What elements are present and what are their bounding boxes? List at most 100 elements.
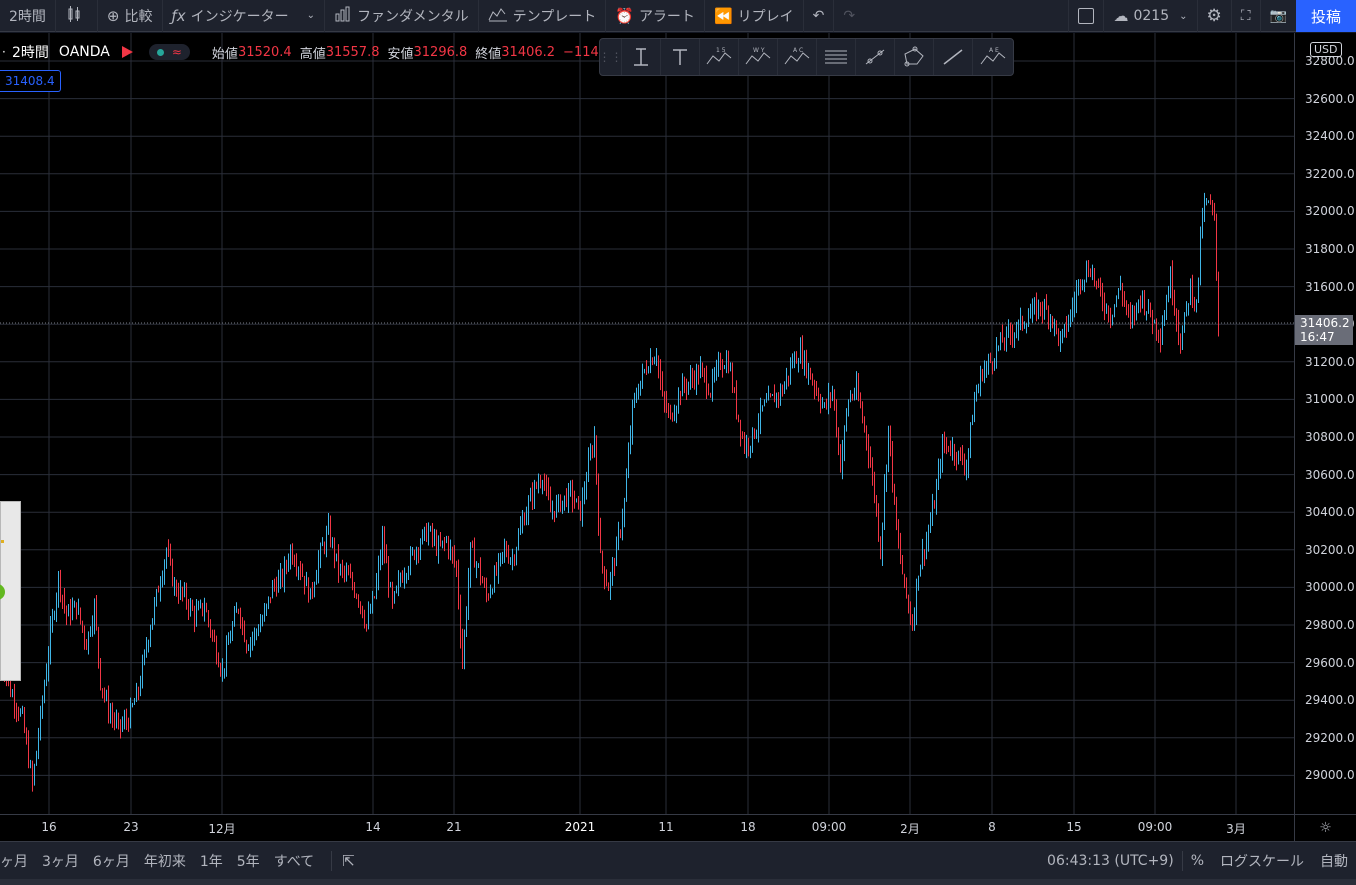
clock[interactable]: 06:43:13 (UTC+9)	[1047, 853, 1174, 869]
replay-button[interactable]: ⏪ リプレイ	[705, 0, 804, 32]
legend-source: OANDA	[58, 44, 110, 60]
pattern-icon: A E	[980, 47, 1005, 65]
fullscreen-button[interactable]: ⛶	[1230, 0, 1260, 32]
trend-angle-button[interactable]	[856, 39, 895, 75]
range-button[interactable]: 5年	[236, 853, 260, 870]
text-tool-button[interactable]	[661, 39, 700, 75]
time-tick-label: 12月	[208, 822, 236, 836]
pattern-wy-button[interactable]: W Y	[739, 39, 778, 75]
layout-button[interactable]	[1068, 0, 1103, 32]
template-icon	[488, 6, 508, 26]
price-badge[interactable]: 31408.4	[0, 70, 61, 92]
data-status-pill[interactable]: ≈	[148, 44, 190, 60]
chevron-down-icon: ⌄	[1179, 10, 1188, 22]
high-value: 31557.8	[325, 44, 380, 60]
pattern-icon: 1 5	[706, 47, 732, 65]
range-button[interactable]: すべて	[273, 853, 315, 870]
time-scale[interactable]: 16 23 12月 14 21 2021 11 18 09:00 2月 8 15 09:00 3月	[0, 814, 1294, 841]
low-label: 安値	[387, 46, 414, 62]
auto-scale-toggle[interactable]: 自動	[1320, 854, 1348, 870]
bar-countdown: 16:47	[1300, 330, 1335, 344]
divider	[1181, 851, 1183, 871]
indicators-button[interactable]: ƒx インジケーター ⌄	[163, 0, 326, 32]
time-tick-label: 18	[740, 820, 756, 834]
camera-icon: 📷	[1269, 8, 1287, 24]
time-tick-label: 11	[658, 820, 674, 834]
templates-label: テンプレート	[512, 8, 597, 25]
price-chart[interactable]	[0, 33, 1294, 814]
interval-label: 2時間	[9, 8, 46, 25]
bar-chart-icon	[334, 6, 352, 26]
pattern-ac-button[interactable]: A C	[778, 39, 817, 75]
price-tick-label: 30600.0	[1305, 467, 1355, 482]
alerts-button[interactable]: ⏰ アラート	[606, 0, 705, 32]
range-button[interactable]: 年初来	[143, 853, 186, 870]
snapshot-button[interactable]: 📷	[1259, 0, 1296, 32]
price-tick-label: 29400.0	[1305, 693, 1355, 708]
svg-text:A E: A E	[989, 47, 999, 54]
horizontal-scrollbar[interactable]	[0, 879, 1356, 885]
polyline-button[interactable]	[895, 39, 934, 75]
legend-dot: ·	[2, 45, 6, 59]
settings-button[interactable]: ⚙	[1196, 0, 1231, 32]
pattern-icon: W Y	[745, 47, 771, 65]
line-icon	[943, 49, 963, 65]
measure-tool-button[interactable]	[622, 39, 661, 75]
flag-icon[interactable]	[121, 46, 133, 58]
time-tick-label: 23	[123, 820, 139, 834]
pill-symbol: ≈	[171, 45, 182, 59]
current-price: 31406.2	[1300, 316, 1350, 330]
svg-text:W Y: W Y	[753, 47, 765, 54]
percent-toggle[interactable]: %	[1190, 853, 1204, 869]
price-tick-label: 32000.0	[1305, 204, 1355, 219]
drag-handle-icon[interactable]: ⋮⋮	[599, 39, 623, 75]
chevron-down-icon: ⌄	[306, 10, 316, 21]
goto-date-icon[interactable]: ⇱	[342, 851, 355, 870]
price-tick-label: 30000.0	[1305, 580, 1355, 595]
plus-circle-icon: ⊕	[106, 6, 120, 25]
price-tick-label: 32800.0	[1305, 54, 1355, 68]
scale-settings-button[interactable]: ☼	[1294, 814, 1356, 841]
panel-marker	[1, 540, 4, 543]
price-scale[interactable]: 32800.0 32600.0 32400.0 32200.0 32000.0 31800…	[1294, 33, 1356, 814]
text-icon	[673, 49, 687, 65]
green-indicator-icon[interactable]	[0, 584, 5, 600]
high-label: 高値	[299, 46, 326, 62]
chart-pane[interactable]	[0, 33, 1294, 814]
compare-button[interactable]: ⊕ 比較	[98, 0, 163, 32]
time-tick-label: 09:00	[1137, 820, 1173, 834]
parallel-lines-button[interactable]	[817, 39, 856, 75]
drawing-toolbar: ⋮⋮ 1 5 W Y A C A E	[599, 38, 1014, 76]
redo-icon: ↷	[843, 7, 856, 24]
time-tick-label: 14	[365, 820, 381, 834]
pattern-ae-button[interactable]: A E	[973, 39, 1012, 75]
redo-button[interactable]: ↷	[834, 0, 864, 32]
range-button[interactable]: 6ヶ月	[92, 853, 130, 870]
low-value: 31296.8	[413, 44, 468, 60]
divider	[331, 850, 333, 871]
price-tick-label: 29000.0	[1305, 768, 1355, 783]
templates-button[interactable]: テンプレート	[479, 0, 607, 32]
pattern-15-button[interactable]: 1 5	[700, 39, 739, 75]
chart-type-button[interactable]	[56, 0, 98, 32]
range-button[interactable]: ヶ月	[0, 853, 28, 870]
indicators-label: インジケーター	[190, 8, 289, 25]
price-tick-label: 29800.0	[1305, 618, 1355, 632]
currency-badge[interactable]: USD	[1310, 42, 1342, 57]
price-tick-label: 30800.0	[1305, 430, 1355, 444]
time-tick-label: 8	[988, 820, 996, 834]
price-tick-label: 31200.0	[1305, 354, 1355, 369]
current-price-tag: 31406.2 16:47	[1295, 315, 1353, 345]
publish-button[interactable]: 投稿	[1296, 0, 1356, 32]
time-tick-label: 2021	[564, 820, 596, 834]
range-button[interactable]: 3ヶ月	[42, 853, 79, 870]
floating-side-panel[interactable]	[0, 501, 21, 681]
log-scale-toggle[interactable]: ログスケール	[1220, 854, 1304, 870]
undo-button[interactable]: ↶	[804, 0, 835, 32]
close-label: 終値	[475, 46, 502, 62]
range-button[interactable]: 1年	[199, 853, 223, 870]
save-layout-button[interactable]: ☁ 0215 ⌄	[1103, 0, 1196, 32]
line-tool-button[interactable]	[934, 39, 973, 75]
interval-selector[interactable]: 2時間	[0, 0, 56, 32]
fundamentals-button[interactable]: ファンダメンタル	[325, 0, 479, 32]
